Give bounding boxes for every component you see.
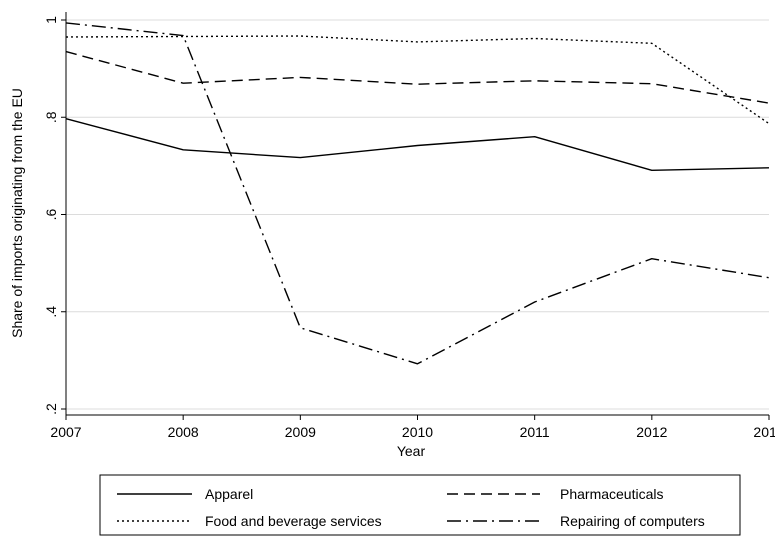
legend-box	[99, 474, 741, 536]
x-tick-label: 2012	[636, 424, 667, 440]
series-line-apparel	[65, 118, 770, 172]
x-tick-label: 2008	[168, 424, 199, 440]
y-tick-label: 1	[43, 16, 59, 24]
legend-label-food-and-beverage-services: Food and beverage services	[205, 513, 382, 529]
series-line-repairing-of-computers	[65, 22, 770, 365]
x-tick-label: 2010	[402, 424, 433, 440]
x-tick-label: 2011	[520, 424, 550, 440]
x-tick-label: 2013	[753, 424, 775, 440]
series-line-pharmaceuticals	[65, 50, 770, 104]
series-line-food-and-beverage-services	[65, 35, 770, 125]
legend: Apparel Pharmaceuticals Food and beverage …	[99, 474, 741, 536]
legend-label-apparel: Apparel	[205, 486, 253, 502]
x-axis-ticks: 2007 2008 2009 2010 2011 2012 2013	[50, 415, 775, 440]
plot-frame	[65, 12, 769, 416]
x-tick-label: 2009	[285, 424, 316, 440]
grid-lines	[66, 19, 769, 410]
y-axis-title: Share of imports originating from the EU	[9, 88, 25, 338]
series-lines	[65, 22, 770, 365]
y-tick-label: .6	[43, 208, 59, 220]
legend-label-pharmaceuticals: Pharmaceuticals	[560, 486, 664, 502]
y-tick-label: .2	[43, 403, 59, 415]
y-tick-label: .8	[43, 111, 59, 123]
legend-label-repairing-of-computers: Repairing of computers	[560, 513, 705, 529]
x-axis-title: Year	[397, 443, 426, 459]
y-axis-ticks: .2 .4 .6 .8 1	[43, 16, 66, 415]
y-tick-label: .4	[43, 306, 59, 318]
x-tick-label: 2007	[50, 424, 81, 440]
